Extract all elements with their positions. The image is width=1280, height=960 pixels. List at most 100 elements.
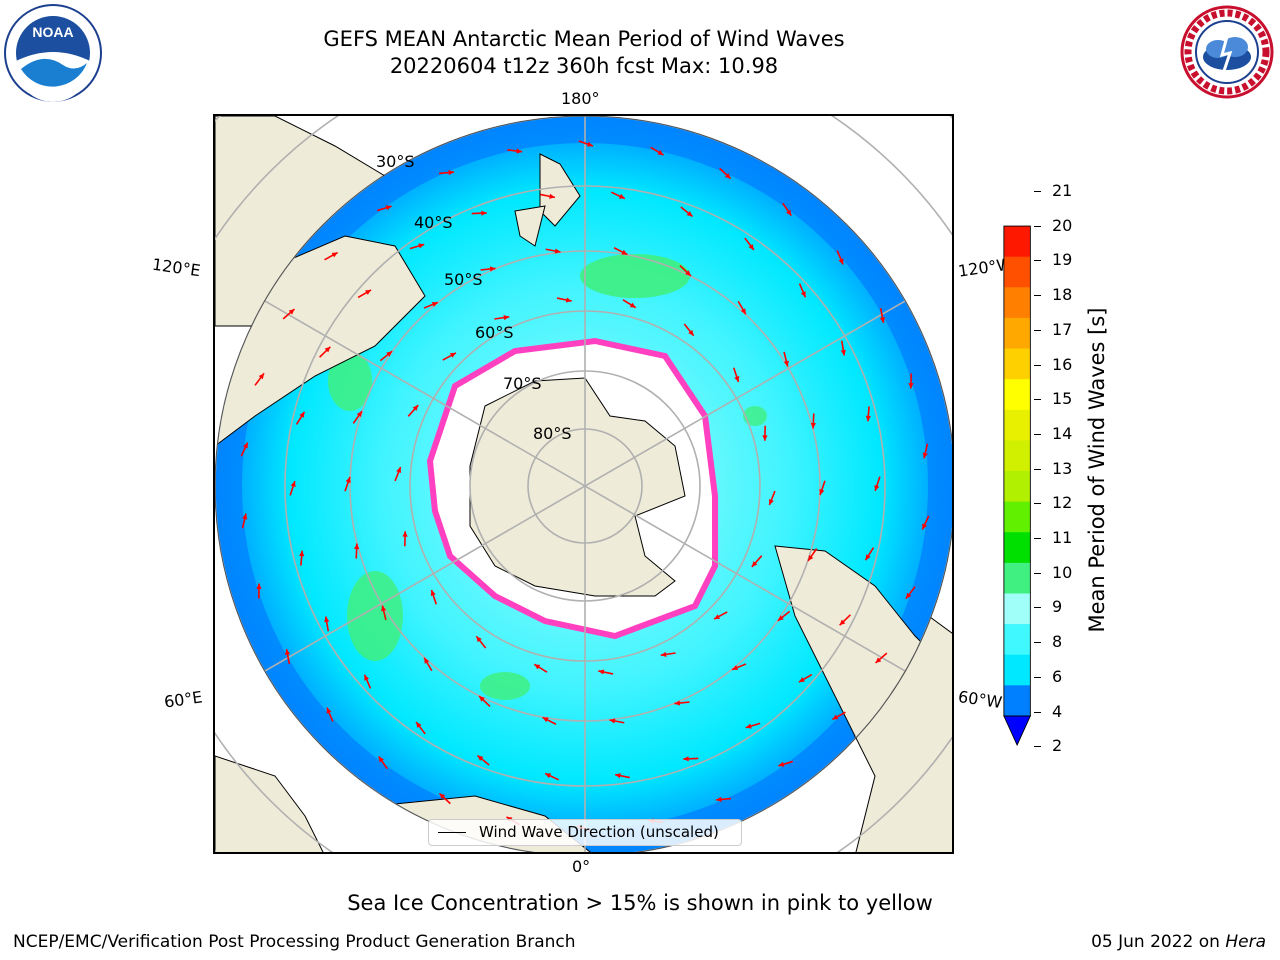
wave-direction-arrowhead [732, 665, 739, 670]
colorbar-label: Mean Period of Wind Waves [s] [1085, 307, 1109, 633]
colorbar-cell [1003, 471, 1031, 503]
wave-direction-arrowhead [810, 422, 816, 429]
wave-direction-arrowhead [875, 657, 882, 663]
colorbar-tick-label: 4 [1052, 701, 1063, 721]
wave-direction-arrowhead [838, 258, 844, 265]
wave-direction-arrowhead [714, 614, 721, 620]
wave-direction-arrowhead [449, 352, 456, 358]
colorbar-tick-label: 16 [1052, 354, 1073, 374]
colorbar-tick-mark [1034, 399, 1041, 401]
colorbar-tick-label: 2 [1052, 736, 1063, 756]
colorbar-tick-label: 9 [1052, 597, 1063, 617]
wave-direction-arrowhead [476, 636, 482, 643]
colorbar-tick-mark [1034, 572, 1041, 574]
wave-direction-arrowhead [922, 452, 928, 459]
sea-ice-note: Sea Ice Concentration > 15% is shown in … [347, 891, 933, 915]
colorbar-tick-mark [1034, 433, 1041, 435]
wave-direction-arrowhead [324, 616, 330, 623]
footer-date-text: 05 Jun 2022 on [1091, 932, 1226, 952]
wave-direction-arrowhead [688, 329, 694, 336]
wave-direction-arrowhead [865, 415, 871, 422]
wave-direction-arrowhead [386, 351, 393, 357]
wave-direction-arrowhead [242, 513, 248, 520]
wave-direction-arrowhead [534, 664, 541, 670]
wave-direction-arrowhead [609, 718, 616, 724]
colorbar-cell [1003, 256, 1031, 288]
wave-direction-arrowhead [777, 615, 784, 621]
chart-title: GEFS MEAN Antarctic Mean Period of Wind … [323, 27, 845, 51]
wave-direction-arrowhead [660, 651, 667, 657]
colorbar-tick-mark [1034, 607, 1041, 609]
longitude-gridlines [215, 116, 952, 852]
colorbar-cell [1003, 654, 1031, 686]
wave-direction-arrowhead [598, 669, 605, 675]
nws-logo [1180, 5, 1274, 99]
wave-direction-arrowhead [686, 211, 693, 217]
wind-wave-direction-arrows [240, 140, 930, 832]
wave-direction-arrowhead [549, 193, 555, 199]
colorbar-cell [1003, 379, 1031, 411]
colorbar-tick-mark [1034, 711, 1041, 713]
legend-line-swatch [438, 832, 466, 833]
colorbar-tick-label: 8 [1052, 632, 1063, 652]
wave-direction-arrowhead [674, 700, 681, 706]
colorbar-tick-mark [1034, 225, 1041, 227]
wave-direction-arrowhead [503, 315, 510, 321]
lat-label-60s: 60°S [475, 323, 514, 342]
wave-direction-arrowhead [242, 442, 248, 449]
wave-direction-arrowhead [874, 484, 880, 491]
colorbar-tick-mark [1034, 468, 1041, 470]
wave-direction-arrowhead [922, 523, 928, 530]
colorbar-tick-label: 6 [1052, 666, 1063, 686]
wave-direction-arrowhead [299, 550, 305, 557]
wave-direction-arrowhead [418, 243, 425, 249]
lat-label-80s: 80°S [533, 424, 572, 443]
wave-direction-arrowhead [908, 383, 914, 389]
wave-direction-arrowhead [748, 244, 754, 251]
wave-direction-arrowhead [740, 308, 746, 315]
colorbar-tick-mark [1034, 191, 1041, 192]
wave-direction-arrowhead [542, 717, 549, 723]
wave-direction-arrowhead [783, 360, 789, 367]
colorbar-tick-label: 18 [1052, 285, 1073, 305]
wave-direction-arrowhead [326, 707, 332, 714]
wave-direction-arrowhead [385, 205, 392, 211]
wave-direction-arrowhead [786, 209, 792, 216]
colorbar-tick-mark [1034, 329, 1041, 331]
wave-direction-arrowhead [768, 499, 774, 505]
chart-subtitle: 20220604 t12z 360h fcst Max: 10.98 [389, 54, 779, 78]
colorbar-tick-mark [1034, 642, 1041, 644]
lat-label-70s: 70°S [503, 374, 542, 393]
wave-direction-arrowhead [618, 193, 625, 199]
colorbar-tick-label: 21 [1052, 181, 1073, 200]
wave-direction-arrowhead [554, 248, 561, 254]
svg-text:NOAA: NOAA [32, 24, 73, 40]
colorbar-tick-mark [1034, 746, 1041, 748]
colorbar-cell [1003, 348, 1031, 380]
wave-direction-arrowhead [615, 773, 621, 779]
colorbar-cell [1003, 287, 1031, 319]
wave-direction-arrowhead [479, 696, 485, 702]
lon-label-0: 0° [572, 857, 591, 876]
wave-direction-arrowhead [431, 302, 438, 307]
colorbar-tick-label: 14 [1052, 423, 1073, 443]
wave-direction-arrowhead [290, 481, 296, 488]
wave-direction-arrowhead [683, 756, 689, 762]
wave-direction-arrowhead [258, 373, 265, 380]
wave-direction-arrowhead [565, 297, 572, 303]
wave-direction-arrowhead [905, 592, 912, 599]
wave-direction-arrowhead [477, 755, 484, 761]
colorbar-cell [1003, 685, 1031, 717]
colorbar-tick-label: 11 [1052, 528, 1073, 547]
wave-direction-arrowhead [751, 561, 758, 567]
wave-direction-arrowhead [256, 583, 262, 589]
colorbar-tick-label: 20 [1052, 215, 1073, 235]
map-legend: Wind Wave Direction (unscaled) [428, 819, 742, 846]
wave-direction-arrowhead [448, 169, 454, 176]
wave-direction-arrowhead [345, 476, 351, 483]
wave-direction-arrowhead [324, 346, 331, 353]
polar-map [215, 116, 952, 852]
wave-direction-arrowhead [587, 141, 593, 147]
wave-direction-arrowhead [424, 657, 430, 664]
wave-direction-arrowhead [808, 554, 814, 561]
